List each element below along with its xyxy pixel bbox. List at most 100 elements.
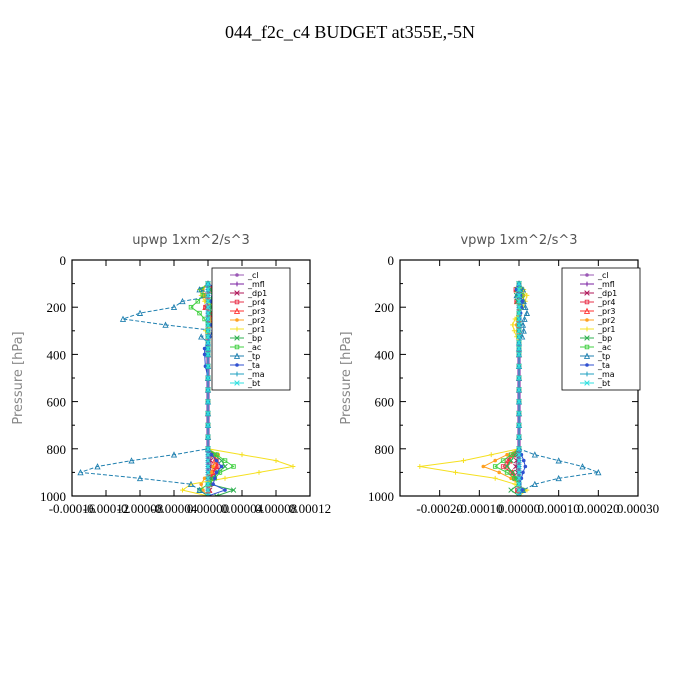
legend-label: _cl <box>597 271 609 280</box>
legend-pr3-marker <box>583 307 591 314</box>
series-ac-marker <box>511 476 517 481</box>
series-ac-marker <box>231 464 236 469</box>
series-pr1-marker <box>222 475 228 481</box>
x-tick-label: -0.00008 <box>117 501 164 516</box>
x-tick-label: -0.00016 <box>49 501 96 516</box>
series-tp-marker <box>179 297 186 305</box>
series-tp-marker <box>523 309 531 316</box>
series-bt-marker <box>516 475 522 482</box>
series-pr4-marker <box>500 464 506 469</box>
y-tick-label: 800 <box>47 442 67 457</box>
series-pr2-marker <box>211 464 215 469</box>
legend-tp-marker <box>233 352 241 359</box>
legend-label: _pr3 <box>247 307 265 316</box>
y-tick-label: 200 <box>47 300 67 315</box>
series-bt-marker <box>516 304 522 310</box>
series-bt-marker <box>516 398 522 405</box>
legend-label: _tp <box>597 352 610 361</box>
series-pr1-marker <box>453 470 458 475</box>
legend-label: _pr2 <box>247 316 265 325</box>
legend-mfl-marker <box>234 281 240 287</box>
series-bt-marker <box>516 434 522 440</box>
series-bt-marker <box>516 422 522 428</box>
series-pr2-marker <box>481 464 486 469</box>
legend-bt-marker <box>584 380 590 386</box>
legend-pr2-marker <box>585 318 589 322</box>
series-bt-marker <box>516 286 522 293</box>
series-line <box>419 283 528 496</box>
series-bt-marker <box>205 304 211 310</box>
series-bt-marker <box>516 469 522 476</box>
series-tp-marker <box>520 327 527 334</box>
series-bt-marker <box>516 345 522 352</box>
series-bt-marker <box>516 446 522 452</box>
series-bt-marker <box>205 446 211 452</box>
series-ac-marker <box>200 293 206 298</box>
series-bt <box>516 280 522 496</box>
legend-label: _bp <box>597 334 612 343</box>
series-tp-marker <box>198 333 205 340</box>
legend-label: _ta <box>247 361 260 370</box>
plot-frame <box>71 259 311 497</box>
series-pr2-marker <box>199 482 203 487</box>
series-bp-marker <box>508 487 514 493</box>
series-bt-marker <box>205 280 211 287</box>
series-ta-marker <box>219 464 224 469</box>
series-bp-marker <box>504 463 510 470</box>
series-bt-marker <box>205 493 211 496</box>
legend-label: _ma <box>247 370 265 379</box>
series-pr1-marker <box>492 475 498 481</box>
series-bt-marker <box>516 363 522 369</box>
series-ta-marker <box>223 488 227 492</box>
series-pr2-marker <box>209 470 214 475</box>
legend-label: _ta <box>597 361 610 370</box>
legend-ma-marker <box>584 371 590 377</box>
legend-pr1-marker <box>234 326 240 332</box>
legend-ac-marker <box>584 344 590 350</box>
legend-pr4-marker <box>234 299 240 305</box>
series-bt-marker <box>516 316 522 322</box>
legend-label: _ac <box>597 343 611 352</box>
series-bt-marker <box>205 339 211 346</box>
legend-cl-marker <box>235 273 239 277</box>
series-tp-marker <box>555 457 562 464</box>
series-bt-marker <box>516 310 522 316</box>
series-ta-marker <box>211 482 215 487</box>
series-bt-marker <box>205 481 211 487</box>
series-pr2-marker <box>497 470 501 475</box>
x-tick-label: -0.00020 <box>416 501 463 516</box>
series-bt-marker <box>516 339 522 346</box>
series-bp-marker <box>222 463 228 470</box>
y-axis-label: Pressure [hPa] <box>339 331 354 424</box>
series-bt-marker <box>205 292 211 299</box>
chart-title: vpwp 1xm^2/s^3 <box>460 233 577 248</box>
series-pr1-marker <box>524 293 530 298</box>
series-pr1-marker <box>239 452 245 458</box>
series-tp-marker <box>94 463 101 470</box>
legend-label: _ma <box>597 370 615 379</box>
y-axis-label: Pressure [hPa] <box>11 331 26 424</box>
x-tick-label: 0.00020 <box>577 501 619 516</box>
series-tp-marker <box>519 321 527 328</box>
series-pr2-marker <box>509 476 513 481</box>
series-bt-marker <box>205 333 211 340</box>
series-bt-marker <box>516 375 522 381</box>
series-ta-marker <box>203 364 208 369</box>
series-bt-marker <box>516 487 522 493</box>
series-ta-marker <box>209 452 214 457</box>
legend-ta-marker <box>585 363 589 367</box>
series-tp-marker <box>119 315 127 322</box>
legend-label: _mfl <box>247 280 265 289</box>
series-bt-marker <box>516 322 522 328</box>
legend-label: _ac <box>247 343 261 352</box>
series-bt-marker <box>205 363 211 369</box>
y-tick-label: 400 <box>375 347 395 362</box>
legend-label: _tp <box>247 352 260 361</box>
series-tp-marker <box>136 474 144 482</box>
series-bt-marker <box>516 328 522 334</box>
series-ac-marker <box>492 464 498 469</box>
legend-ac-marker <box>234 344 240 350</box>
series-pr1-marker <box>290 464 296 469</box>
series-ta-marker <box>523 464 528 469</box>
series-ac-marker <box>504 470 510 475</box>
